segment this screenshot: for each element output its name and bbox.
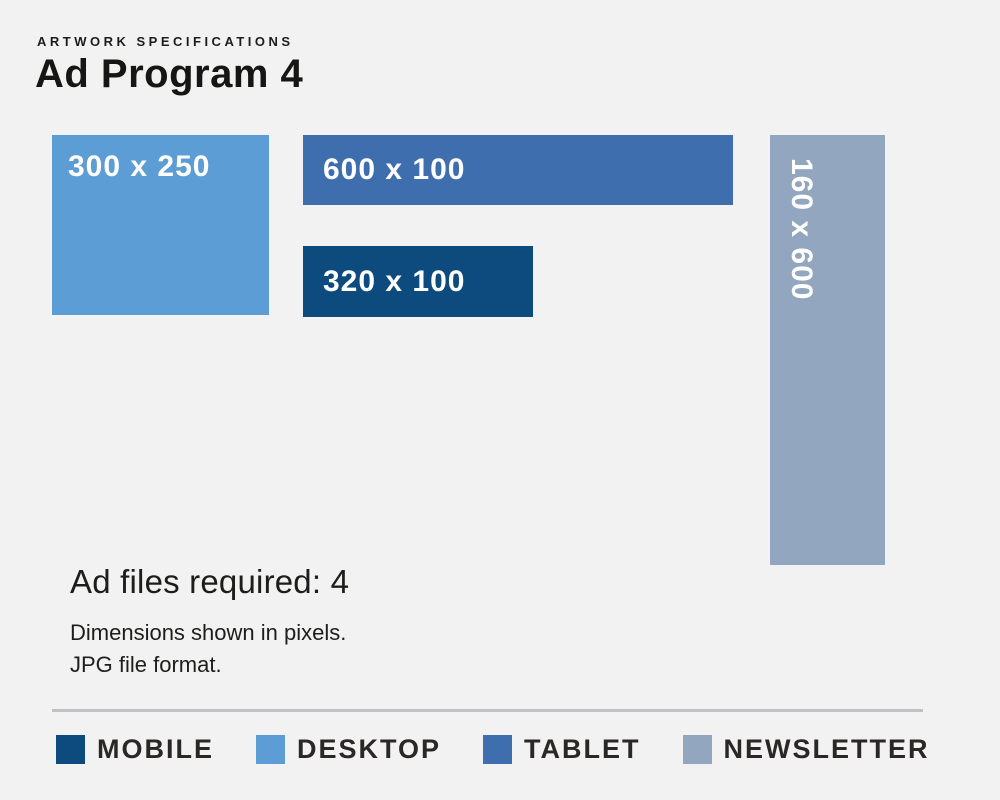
eyebrow-label: ARTWORK SPECIFICATIONS bbox=[37, 34, 294, 49]
legend-swatch-desktop bbox=[256, 735, 285, 764]
legend-label: TABLET bbox=[524, 734, 641, 764]
legend-item-mobile: MOBILE bbox=[56, 734, 214, 765]
page-title: Ad Program 4 bbox=[35, 52, 304, 96]
dimensions-note: Dimensions shown in pixels. bbox=[70, 620, 347, 645]
legend-label: DESKTOP bbox=[297, 734, 442, 764]
legend-item-newsletter: NEWSLETTER bbox=[682, 734, 930, 765]
files-required-text: Ad files required: 4 bbox=[70, 563, 350, 600]
ad-rect-newsletter: 160 x 600 bbox=[770, 135, 885, 565]
format-note: JPG file format. bbox=[70, 652, 222, 677]
ad-rect-mobile: 320 x 100 bbox=[303, 246, 533, 317]
ad-size-label-tablet: 600 x 100 bbox=[323, 153, 466, 186]
legend-item-desktop: DESKTOP bbox=[256, 734, 441, 765]
notes-block: Ad files required: 4 Dimensions shown in… bbox=[70, 563, 349, 681]
ad-size-label-mobile: 320 x 100 bbox=[323, 264, 466, 298]
legend-label: MOBILE bbox=[97, 734, 214, 764]
legend-swatch-tablet bbox=[483, 735, 513, 764]
ad-rect-tablet: 600 x 100 bbox=[303, 135, 733, 205]
ad-size-label-newsletter: 160 x 600 bbox=[785, 158, 818, 301]
ad-rect-desktop: 300 x 250 bbox=[52, 135, 269, 315]
legend: MOBILE DESKTOP TABLET NEWSLETTER bbox=[56, 734, 930, 765]
legend-item-tablet: TABLET bbox=[483, 734, 640, 765]
divider-rule bbox=[52, 709, 923, 712]
ad-size-label-desktop: 300 x 250 bbox=[68, 150, 211, 183]
legend-swatch-newsletter bbox=[682, 735, 712, 764]
legend-swatch-mobile bbox=[56, 735, 85, 764]
legend-label: NEWSLETTER bbox=[723, 734, 930, 764]
